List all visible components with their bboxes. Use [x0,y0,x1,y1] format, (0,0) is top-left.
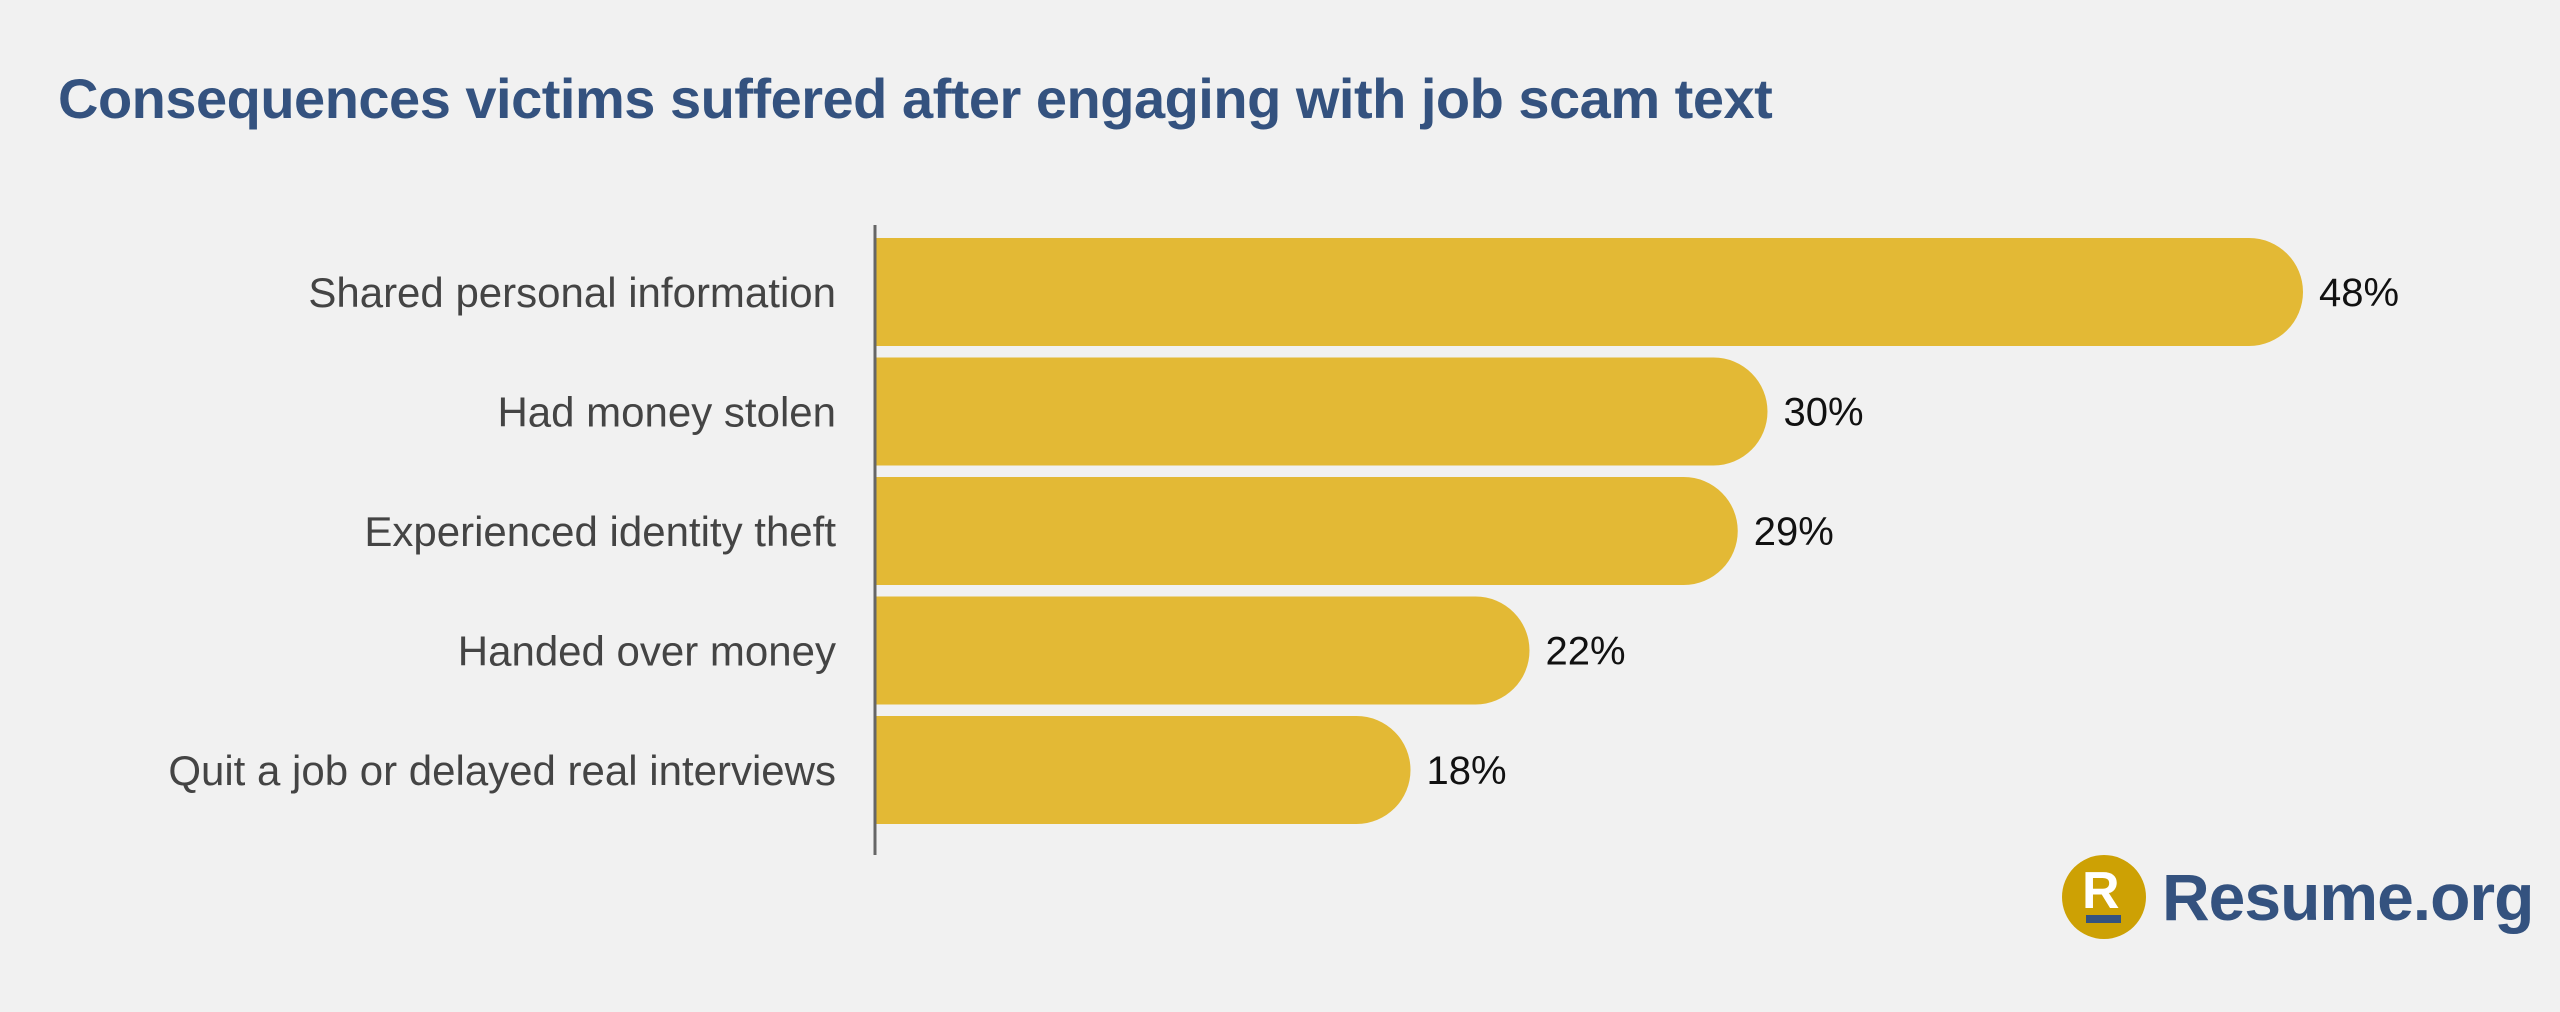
bar [875,477,1738,585]
value-label: 30% [1784,391,1864,435]
category-label: Quit a job or delayed real interviews [168,747,836,794]
logo-letter: R [2082,862,2120,920]
value-label: 29% [1754,510,1834,554]
brand-logo: R Resume.org [2062,855,2534,939]
value-label: 18% [1427,749,1507,793]
bar [875,238,2303,346]
bar [875,357,1768,466]
logo-underline [2086,915,2121,923]
category-label: Experienced identity theft [364,508,836,555]
value-label: 22% [1546,630,1626,674]
logo-mark: R [2062,855,2146,939]
value-label: 48% [2319,271,2399,315]
category-label: Had money stolen [497,389,836,436]
category-label: Shared personal information [308,269,836,316]
logo-text: Resume.org [2162,860,2534,934]
chart-title: Consequences victims suffered after enga… [58,67,1773,130]
bar [875,596,1530,705]
category-label: Handed over money [458,628,836,675]
bar [875,716,1411,824]
